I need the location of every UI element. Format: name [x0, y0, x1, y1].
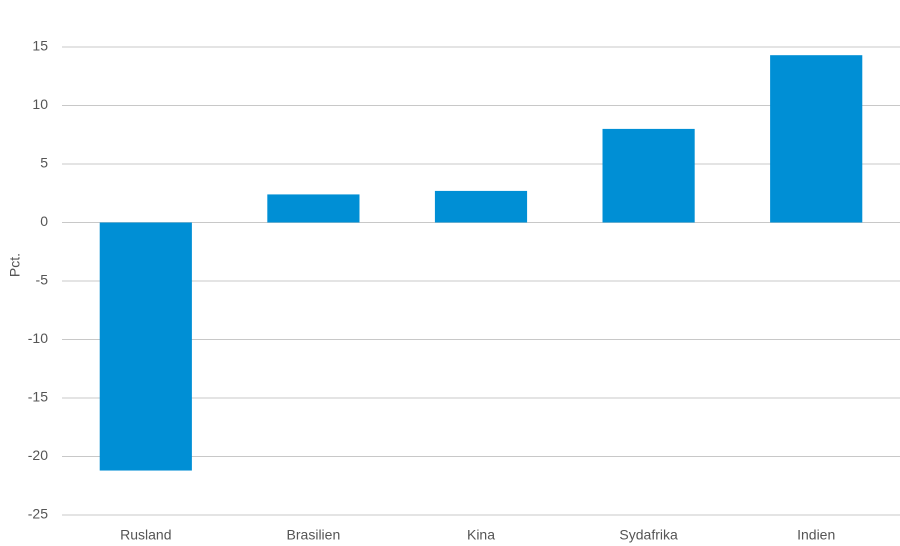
y-tick-label: -15: [28, 389, 48, 405]
x-tick-label: Sydafrika: [619, 527, 678, 543]
bar: [602, 128, 695, 223]
y-tick-label: 15: [32, 38, 48, 54]
y-tick-label: 10: [32, 96, 48, 112]
y-tick-label: -25: [28, 506, 48, 522]
y-tick-label: -5: [36, 272, 49, 288]
y-tick-label: -10: [28, 330, 48, 346]
y-axis-label: Pct.: [7, 253, 23, 277]
bar: [267, 194, 360, 223]
x-tick-label: Brasilien: [287, 527, 341, 543]
y-tick-label: 5: [40, 155, 48, 171]
x-tick-label: Rusland: [120, 527, 171, 543]
x-tick-label: Indien: [797, 527, 835, 543]
bar: [99, 222, 192, 471]
y-tick-label: 0: [40, 213, 48, 229]
x-tick-label: Kina: [467, 527, 495, 543]
bar: [770, 55, 863, 223]
y-tick-label: -20: [28, 447, 48, 463]
bar: [434, 190, 528, 223]
